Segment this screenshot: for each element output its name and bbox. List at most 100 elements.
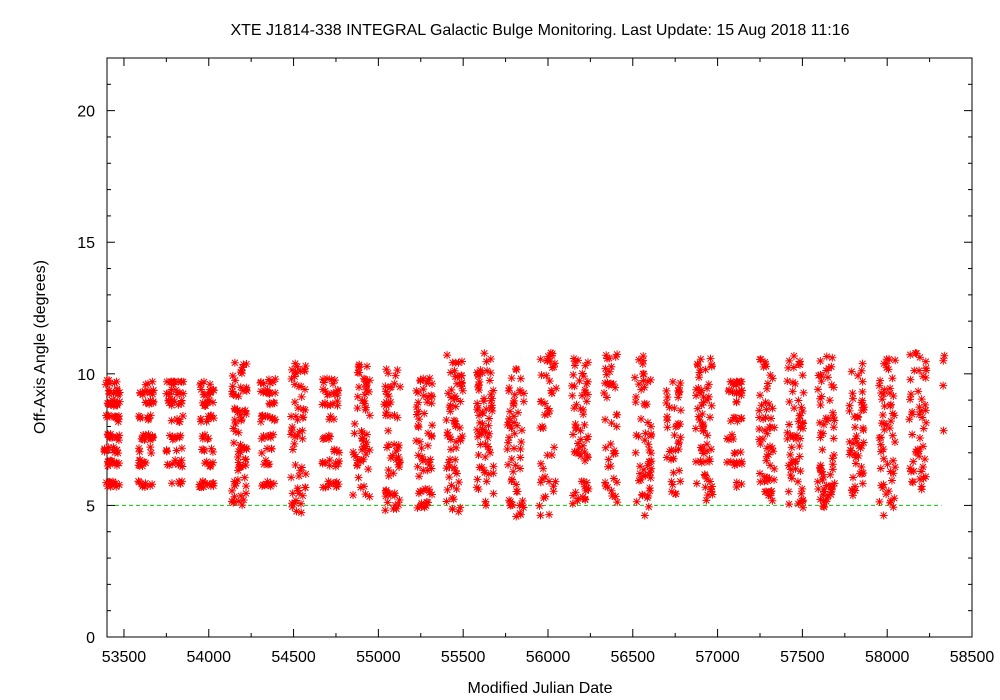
data-point xyxy=(637,414,646,423)
data-point xyxy=(791,464,800,473)
data-point xyxy=(424,429,433,438)
data-point xyxy=(324,477,333,486)
data-point xyxy=(790,404,799,413)
data-point xyxy=(200,401,209,410)
data-point xyxy=(361,490,370,499)
data-point xyxy=(581,486,590,495)
data-point xyxy=(505,407,514,416)
data-point xyxy=(480,468,489,477)
data-point xyxy=(486,368,495,377)
data-point xyxy=(267,444,276,453)
data-point xyxy=(703,395,712,404)
data-point xyxy=(647,457,656,466)
data-point xyxy=(699,393,708,402)
data-point xyxy=(515,386,524,395)
data-point xyxy=(641,429,650,438)
data-point xyxy=(643,418,652,427)
data-point xyxy=(729,378,738,387)
data-point xyxy=(676,433,685,442)
data-point xyxy=(288,499,297,508)
data-point xyxy=(389,469,398,478)
data-point xyxy=(447,393,456,402)
data-point xyxy=(647,464,656,473)
data-point xyxy=(695,368,704,377)
data-point xyxy=(414,398,423,407)
data-point xyxy=(325,456,334,465)
data-point xyxy=(601,478,610,487)
data-point xyxy=(261,433,270,442)
data-point xyxy=(451,455,460,464)
data-point xyxy=(135,447,144,456)
data-point xyxy=(265,379,274,388)
data-point xyxy=(828,454,837,463)
data-point xyxy=(730,461,739,470)
data-point xyxy=(146,411,155,420)
data-point xyxy=(639,352,648,361)
data-point xyxy=(909,467,918,476)
data-point xyxy=(106,430,115,439)
data-point xyxy=(110,378,119,387)
y-tick-label: 0 xyxy=(86,630,95,647)
data-point xyxy=(857,462,866,471)
data-point xyxy=(292,496,301,505)
data-point xyxy=(875,497,884,506)
data-point xyxy=(423,466,432,475)
data-point xyxy=(604,455,613,464)
data-point xyxy=(922,418,931,427)
data-point xyxy=(349,491,358,500)
data-point xyxy=(847,367,856,376)
data-point xyxy=(415,437,424,446)
data-point xyxy=(693,359,702,368)
data-point xyxy=(271,415,280,424)
data-point xyxy=(485,414,494,423)
data-point xyxy=(582,435,591,444)
data-point xyxy=(819,420,828,429)
data-point xyxy=(287,473,296,482)
data-point xyxy=(510,390,519,399)
data-point xyxy=(422,501,431,510)
data-point xyxy=(907,390,916,399)
data-point xyxy=(483,442,492,451)
data-point xyxy=(915,452,924,461)
data-point xyxy=(670,404,679,413)
data-point xyxy=(178,412,187,421)
x-tick-label: 54000 xyxy=(187,649,232,666)
data-point xyxy=(756,477,765,486)
data-point xyxy=(364,387,373,396)
data-point xyxy=(726,416,735,425)
data-point xyxy=(353,460,362,469)
data-point xyxy=(450,366,459,375)
data-point xyxy=(269,479,278,488)
data-point xyxy=(607,419,616,428)
data-point xyxy=(643,461,652,470)
data-point xyxy=(852,438,861,447)
data-point xyxy=(228,389,237,398)
data-point xyxy=(613,410,622,419)
data-point xyxy=(671,446,680,455)
data-point xyxy=(384,426,393,435)
data-point xyxy=(536,478,545,487)
data-point xyxy=(473,399,482,408)
data-point xyxy=(758,435,767,444)
data-point xyxy=(891,356,900,365)
data-point xyxy=(823,373,832,382)
data-point xyxy=(635,469,644,478)
data-point xyxy=(667,487,676,496)
data-point xyxy=(798,407,807,416)
data-point xyxy=(738,386,747,395)
data-point xyxy=(568,391,577,400)
data-point xyxy=(458,386,467,395)
data-point xyxy=(386,411,395,420)
data-point xyxy=(476,440,485,449)
data-point xyxy=(905,415,914,424)
data-point xyxy=(427,464,436,473)
data-point xyxy=(428,421,437,430)
data-point xyxy=(473,425,482,434)
data-point xyxy=(605,354,614,363)
data-point xyxy=(444,458,453,467)
data-point xyxy=(395,457,404,466)
data-point xyxy=(851,486,860,495)
data-point xyxy=(704,392,713,401)
data-point xyxy=(885,424,894,433)
data-point xyxy=(728,430,737,439)
